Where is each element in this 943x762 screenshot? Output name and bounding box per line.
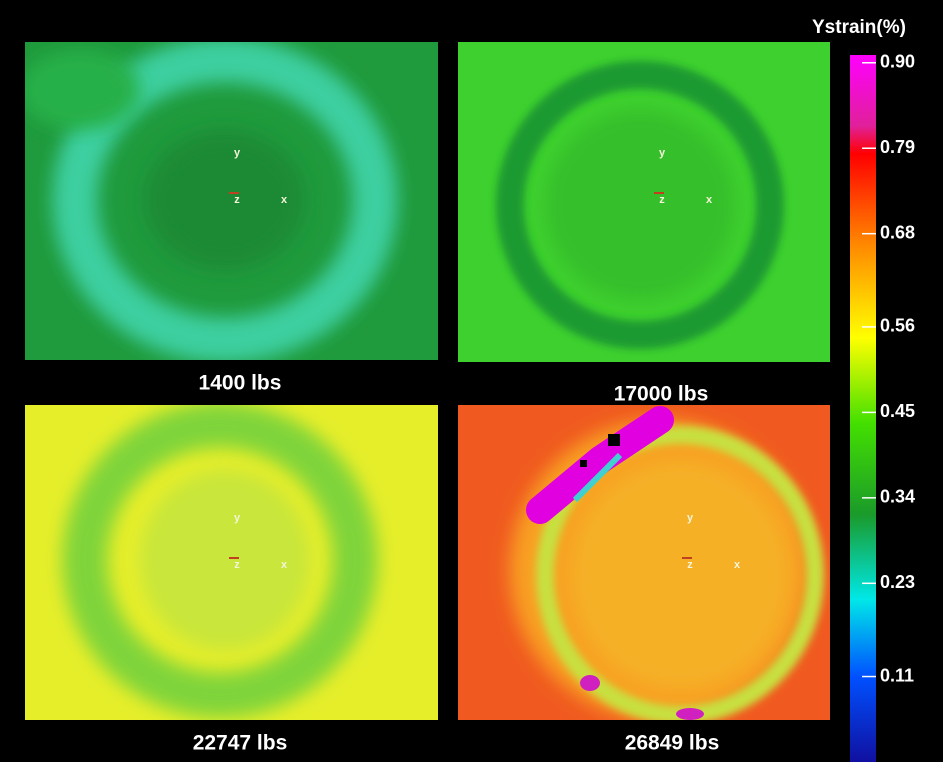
colorbar: [850, 55, 876, 762]
colorbar-tick-label: 0.45: [880, 401, 915, 421]
panel-label: 26849 lbs: [625, 732, 720, 755]
axis-marker: x: [706, 194, 713, 206]
strain-map: [458, 42, 830, 362]
colorbar-tick-label: 0.68: [880, 222, 915, 242]
axis-marker: x: [281, 559, 288, 571]
axis-marker: x: [734, 559, 741, 571]
axis-marker: z: [234, 194, 240, 206]
strain-map: [458, 405, 830, 720]
panel-label: 17000 lbs: [614, 383, 709, 406]
colorbar-tick-label: 0.11: [880, 665, 914, 685]
colorbar-tick-label: 0.23: [880, 572, 915, 592]
axis-marker: y: [687, 512, 694, 524]
axis-marker: z: [687, 559, 693, 571]
colorbar-tick-label: 0.34: [880, 487, 915, 507]
axis-marker: y: [234, 512, 241, 524]
colorbar-title: Ystrain(%): [812, 17, 906, 38]
panel-label: 1400 lbs: [199, 372, 282, 395]
figure: y z x y z x y z x y z x 1400 lbs 17000 lbs 22747 lb…: [0, 0, 943, 762]
axis-marker: y: [234, 147, 241, 159]
strain-map: [20, 42, 438, 360]
axis-marker: z: [234, 559, 240, 571]
colorbar-tick-label: 0.90: [880, 52, 915, 72]
axis-marker: x: [281, 194, 288, 206]
strain-map: [25, 405, 438, 720]
axis-marker: y: [659, 147, 666, 159]
colorbar-tick-label: 0.56: [880, 316, 915, 336]
axis-marker: z: [659, 194, 665, 206]
panel-label: 22747 lbs: [193, 732, 288, 755]
colorbar-tick-label: 0.79: [880, 137, 915, 157]
